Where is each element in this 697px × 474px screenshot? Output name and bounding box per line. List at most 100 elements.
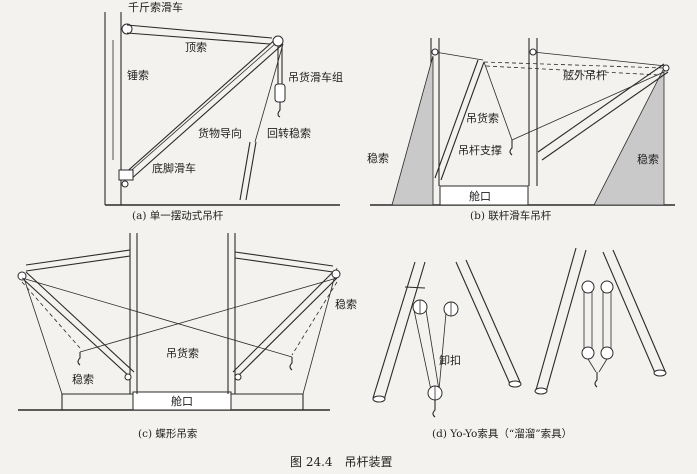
boom bbox=[602, 251, 656, 374]
boom-end bbox=[372, 395, 386, 403]
label-hatch: 舱口 bbox=[171, 394, 193, 408]
topping-lift-rope bbox=[126, 32, 271, 45]
figure-caption: 图 24.4 吊杆装置 bbox=[290, 455, 393, 469]
cargo-hook bbox=[509, 140, 513, 156]
guy-tackle bbox=[245, 141, 257, 201]
block bbox=[581, 346, 595, 360]
block bbox=[600, 280, 614, 294]
boom bbox=[612, 249, 666, 372]
boom-head-block bbox=[17, 271, 27, 281]
cargo-fall-cross bbox=[21, 277, 293, 358]
label-topping-lift: 顶索 bbox=[185, 40, 207, 54]
inboard-boom bbox=[434, 59, 479, 179]
block bbox=[600, 346, 614, 360]
boom-left bbox=[21, 277, 131, 378]
cargo-hook bbox=[277, 102, 281, 118]
label-cargo-fall: 吊货索 bbox=[466, 111, 499, 125]
inboard-boom bbox=[440, 61, 485, 181]
panel-c-butterfly-rig: 舱口 稳索 吊货索 稳索 (c) 蝶 bbox=[17, 233, 357, 440]
label-guy-left: 稳索 bbox=[72, 372, 94, 386]
panel-c-caption: (c) 蝶形吊索 bbox=[138, 427, 197, 440]
panel-a-single-swinging-boom: 千斤索滑车 顶索 锤索 吊货滑车组 货物导向 回转稳索 底脚滑车 (a) 单一摆… bbox=[104, 0, 343, 222]
label-cargo-block: 吊货滑车组 bbox=[288, 70, 343, 84]
topping-lift-left bbox=[25, 255, 131, 272]
boom-end bbox=[508, 380, 522, 388]
label-heel-block: 底脚滑车 bbox=[152, 161, 196, 175]
boom-left bbox=[25, 271, 135, 373]
topping-lift-right bbox=[234, 251, 334, 267]
cargo-hook bbox=[594, 372, 598, 388]
boom bbox=[372, 261, 416, 399]
label-guy: 回转稳索 bbox=[267, 126, 311, 140]
block bbox=[581, 280, 595, 294]
fall bbox=[413, 309, 432, 391]
fall bbox=[587, 358, 597, 373]
fall bbox=[425, 309, 440, 391]
fall bbox=[438, 312, 447, 391]
label-cargo-lead: 货物导向 bbox=[198, 126, 242, 140]
heel-block bbox=[124, 373, 132, 381]
dashed-fall bbox=[291, 281, 338, 356]
boom bbox=[545, 249, 587, 393]
label-guy-right: 稳索 bbox=[335, 297, 357, 311]
dashed-preventer bbox=[483, 61, 665, 69]
boom bbox=[455, 261, 511, 385]
topping-lift-rope bbox=[126, 24, 273, 39]
boom-end bbox=[534, 387, 548, 395]
cargo-fall bbox=[511, 71, 665, 141]
guy-wedge-left bbox=[391, 55, 434, 206]
hatch bbox=[132, 391, 232, 411]
panel-b-caption: (b) 联杆滑车吊杆 bbox=[470, 209, 552, 222]
cargo-fall-cross bbox=[79, 277, 338, 353]
boom bbox=[535, 247, 577, 391]
outboard-boom bbox=[541, 71, 669, 161]
cargo-hook-right bbox=[289, 357, 293, 371]
cargo-fall bbox=[483, 61, 513, 141]
boom-right bbox=[232, 271, 334, 373]
block bbox=[662, 64, 670, 72]
topping-lift-left bbox=[434, 51, 484, 61]
label-outboard-boom: 舷外吊杆 bbox=[563, 68, 607, 82]
guy-left bbox=[21, 271, 63, 395]
boom bbox=[383, 261, 426, 401]
label-boom-support: 吊杆支撑 bbox=[458, 143, 502, 157]
guy bbox=[254, 43, 284, 143]
topping-lift-right bbox=[532, 51, 667, 67]
label-hatch: 舱口 bbox=[469, 189, 491, 203]
band bbox=[404, 286, 426, 289]
dashed-preventer bbox=[485, 65, 661, 76]
topping-lift-right bbox=[234, 257, 334, 273]
label-cargo-fall: 吊货索 bbox=[166, 346, 199, 360]
fall bbox=[598, 358, 608, 373]
panel-d-yoyo-rig: 卸扣 (d) Yo-Yo索具（“溜溜”索具） bbox=[372, 247, 667, 440]
boom-right bbox=[236, 277, 338, 378]
boom-head-block bbox=[331, 269, 341, 279]
label-hammer-lift: 锤索 bbox=[127, 68, 149, 82]
panel-a-caption: (a) 单一摆动式吊杆 bbox=[132, 209, 224, 222]
boom-end bbox=[653, 369, 667, 377]
cargo-hook bbox=[432, 400, 436, 418]
cargo-block bbox=[274, 83, 286, 103]
heel-block bbox=[234, 373, 242, 381]
guy-wedge-right bbox=[593, 67, 665, 206]
label-topping-block: 千斤索滑车 bbox=[128, 0, 183, 14]
topping-lift-left bbox=[25, 249, 131, 266]
outboard-boom bbox=[537, 63, 665, 153]
panel-d-caption: (d) Yo-Yo索具（“溜溜”索具） bbox=[432, 427, 572, 440]
guy-right bbox=[302, 267, 338, 395]
deck-step-right bbox=[231, 393, 304, 410]
panel-b-union-purchase: 舱口 舷外吊杆 吊货索 吊杆支撑 稳索 稳索 (b) 联杆滑车吊杆 bbox=[367, 38, 675, 222]
cargo-hook-left bbox=[77, 352, 81, 366]
label-guy-left: 稳索 bbox=[367, 151, 389, 165]
block bbox=[529, 48, 537, 56]
boom bbox=[129, 43, 284, 181]
boom bbox=[121, 36, 279, 177]
label-shackle: 卸扣 bbox=[439, 353, 461, 367]
label-guy-right: 稳索 bbox=[637, 152, 659, 166]
dashed-fall bbox=[21, 281, 81, 349]
boom bbox=[465, 259, 521, 383]
guy-tackle bbox=[239, 141, 251, 201]
deck-step-left bbox=[61, 393, 133, 410]
